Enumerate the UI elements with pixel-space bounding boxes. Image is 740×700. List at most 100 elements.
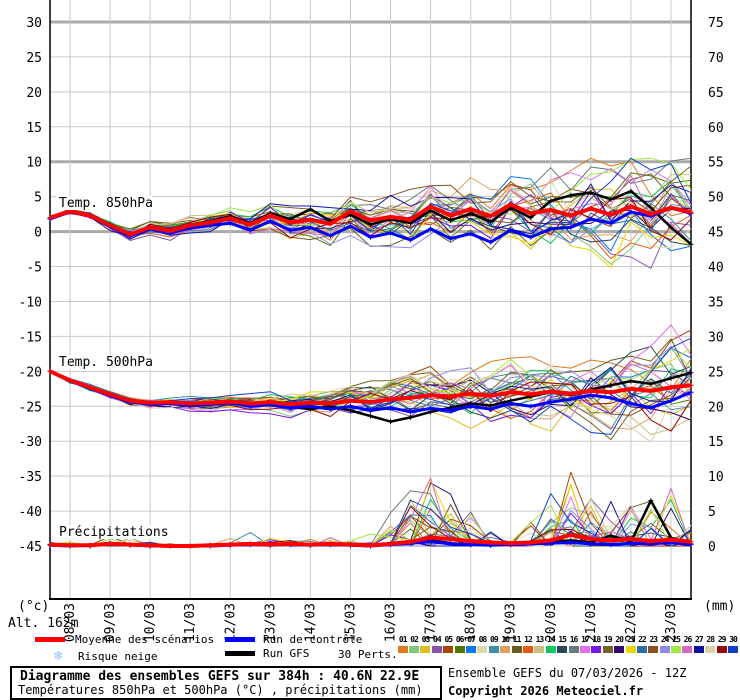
snowflake-icon: ❄ [54, 648, 63, 664]
pert-color-swatch [420, 646, 431, 653]
y-tick-left: -40 [19, 505, 42, 520]
y-tick-right: 55 [708, 156, 724, 171]
y-tick-right: 20 [708, 400, 724, 415]
y-tick-left: -15 [19, 330, 42, 345]
y-tick-right: 10 [708, 470, 724, 485]
pert-color-swatch [682, 646, 693, 653]
pert-item: 28 [705, 635, 716, 653]
pert-number: 29 [717, 635, 727, 644]
pert-item: 06 [454, 635, 465, 653]
pert-number: 05 [444, 635, 453, 644]
y-tick-right: 5 [708, 505, 716, 520]
right-axis-unit: (mm) [704, 599, 735, 614]
y-tick-right: 65 [708, 86, 724, 101]
y-tick-right: 30 [708, 330, 724, 345]
pert-item: 04 [431, 635, 442, 653]
pert-color-swatch [602, 646, 613, 653]
pert-number: 30 [729, 635, 738, 644]
band-labels: Temp. 850hPa Temp. 500hPa Précipitations [56, 196, 169, 540]
ensemble-chart: Temp. 850hPa Temp. 500hPa Précipitations 3… [8, 0, 735, 642]
pert-color-swatch [500, 646, 511, 653]
pert-item: 07 [465, 635, 477, 653]
pert-number: 21 [626, 635, 636, 644]
pert-color-swatch [488, 646, 499, 653]
pert-color-swatch [522, 646, 533, 653]
pert-number: 27 [695, 635, 704, 644]
ensemble-member-lines [49, 157, 692, 547]
pert-color-swatch [466, 646, 477, 653]
pert-number: 23 [649, 635, 658, 644]
y-tick-right: 45 [708, 226, 724, 241]
pert-color-swatch [716, 646, 727, 653]
pert-color-swatch [591, 646, 602, 653]
pert-item: 11 [511, 635, 522, 653]
pert-number: 12 [524, 635, 533, 644]
pert-color-swatch [648, 646, 659, 653]
pert-color-swatch [728, 646, 739, 653]
pert-item: 30 [727, 635, 739, 653]
pert-color-swatch [443, 646, 454, 653]
pert-item: 27 [693, 635, 704, 653]
x-date-label: 21/03 [584, 603, 599, 642]
x-date-label: 14/03 [303, 603, 318, 642]
y-tick-left: 20 [26, 86, 42, 101]
legend-gfs-swatch [225, 651, 255, 656]
pert-color-swatch [659, 646, 670, 653]
pert-color-swatch [477, 646, 488, 653]
pert-item: 09 [488, 635, 499, 653]
pert-color-swatch [693, 646, 704, 653]
pert-number: 13 [535, 635, 545, 644]
pert-number: 03 [421, 635, 431, 644]
pert-number: 19 [603, 635, 613, 644]
x-date-label: 23/03 [664, 603, 679, 642]
legend-snow-label: Risque neige [78, 650, 158, 663]
pert-number: 17 [581, 635, 590, 644]
y-tick-left: 0 [34, 226, 42, 241]
pert-color-swatch [579, 646, 590, 653]
y-tick-right: 0 [708, 540, 716, 555]
pert-item: 24 [659, 635, 670, 653]
y-tick-left: -45 [19, 540, 42, 555]
x-date-label: 10/03 [143, 603, 158, 642]
pert-color-swatch [409, 646, 420, 653]
pert-item: 08 [477, 635, 488, 653]
pert-item: 05 [443, 635, 454, 653]
band-label-t500: Temp. 500hPa [59, 355, 153, 370]
pert-number: 22 [638, 635, 647, 644]
axes [49, 0, 692, 600]
pert-number: 14 [546, 635, 556, 644]
run-info: Ensemble GEFS du 07/03/2026 - 12Z [448, 666, 687, 680]
pert-item: 19 [602, 635, 613, 653]
pert-number: 18 [592, 635, 602, 644]
pert-color-swatch [705, 646, 716, 653]
y-tick-left: -5 [26, 261, 42, 276]
pert-item: 13 [534, 635, 545, 653]
y-tick-right: 15 [708, 435, 724, 450]
pert-number: 02 [410, 635, 419, 644]
pert-number: 07 [467, 635, 476, 644]
left-axis-unit: (°c) [18, 599, 49, 614]
chart-title: Diagramme des ensembles GEFS sur 384h : … [20, 669, 420, 684]
legend-gfs-label: Run GFS [263, 647, 310, 660]
pert-item: 22 [636, 635, 647, 653]
pert-item: 21 [625, 635, 636, 653]
pert-item: 02 [408, 635, 420, 653]
y-tick-left: 10 [26, 156, 42, 171]
y-tick-right: 35 [708, 295, 724, 310]
x-date-label: 17/03 [424, 603, 439, 642]
x-date-label: 11/03 [183, 603, 198, 642]
pert-color-swatch [534, 646, 545, 653]
main-series-lines [47, 188, 694, 549]
pert-item: 01 [397, 635, 408, 653]
legend-control-swatch [225, 637, 255, 642]
pert-color-swatch [557, 646, 568, 653]
pert-item: 18 [591, 635, 602, 653]
y-tick-right: 50 [708, 191, 724, 206]
y-tick-left: -30 [19, 435, 42, 450]
pert-color-swatch [545, 646, 556, 653]
x-date-label: 16/03 [384, 603, 399, 642]
pert-number: 11 [512, 635, 522, 644]
legend-control-label: Run de contrôle [263, 633, 363, 646]
copyright: Copyright 2026 Meteociel.fr [448, 684, 644, 698]
y-tick-right: 70 [708, 51, 724, 66]
